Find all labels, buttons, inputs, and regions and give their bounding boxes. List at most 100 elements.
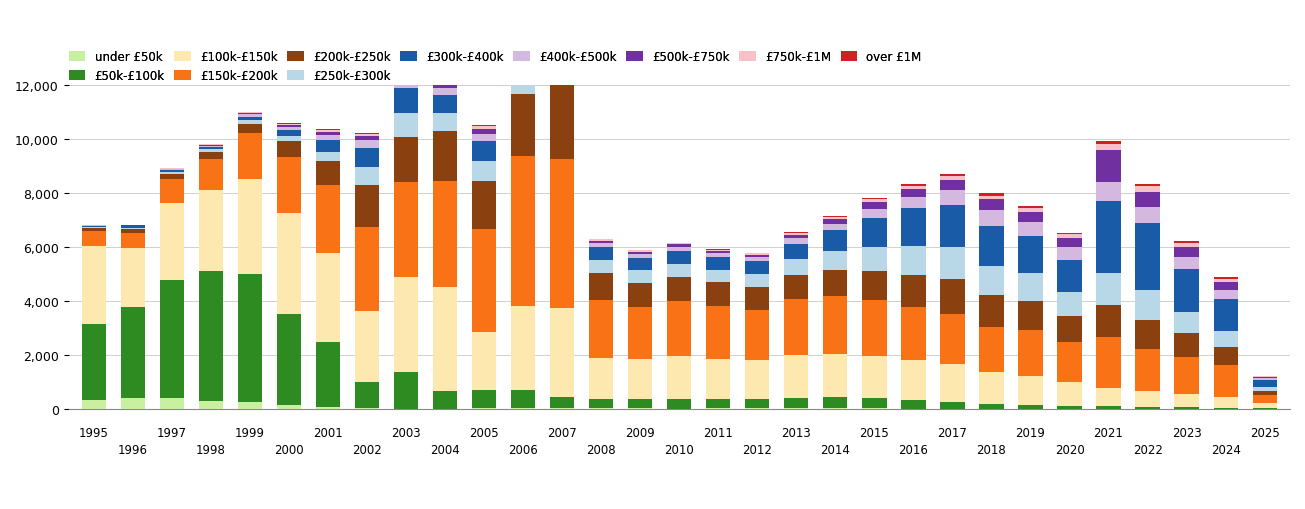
Bar bbox=[277, 142, 301, 158]
Bar bbox=[823, 408, 847, 410]
Bar bbox=[433, 96, 457, 114]
Bar bbox=[238, 113, 262, 114]
Text: 2018: 2018 bbox=[976, 443, 1006, 457]
Bar bbox=[355, 382, 380, 409]
Bar bbox=[902, 197, 925, 209]
Bar bbox=[1214, 365, 1237, 398]
Text: 2003: 2003 bbox=[392, 426, 422, 439]
Bar bbox=[198, 191, 223, 271]
Bar bbox=[198, 159, 223, 191]
Text: 2022: 2022 bbox=[1133, 443, 1163, 457]
Bar bbox=[316, 254, 341, 342]
Bar bbox=[628, 259, 652, 271]
Text: 2010: 2010 bbox=[664, 443, 694, 457]
Bar bbox=[82, 228, 106, 229]
Text: 2014: 2014 bbox=[821, 443, 851, 457]
Bar bbox=[1018, 274, 1043, 302]
Bar bbox=[589, 248, 613, 261]
Text: 2016: 2016 bbox=[899, 443, 928, 457]
Bar bbox=[902, 246, 925, 275]
Bar bbox=[355, 149, 380, 167]
Bar bbox=[941, 280, 964, 314]
Bar bbox=[1174, 270, 1199, 313]
Bar bbox=[1135, 291, 1160, 320]
Bar bbox=[979, 405, 1004, 409]
Bar bbox=[1018, 207, 1043, 209]
Bar bbox=[941, 180, 964, 191]
Bar bbox=[745, 409, 770, 410]
Bar bbox=[902, 185, 925, 186]
Bar bbox=[316, 136, 341, 141]
Text: 2012: 2012 bbox=[743, 443, 773, 457]
Bar bbox=[277, 125, 301, 126]
Bar bbox=[277, 130, 301, 137]
Bar bbox=[551, 6, 574, 42]
Bar bbox=[1214, 347, 1237, 365]
Bar bbox=[823, 220, 847, 224]
Bar bbox=[1096, 306, 1121, 337]
Bar bbox=[1096, 142, 1121, 145]
Bar bbox=[512, 390, 535, 408]
Bar bbox=[1018, 212, 1043, 222]
Bar bbox=[823, 297, 847, 355]
Text: 2001: 2001 bbox=[313, 426, 343, 439]
Bar bbox=[512, 157, 535, 306]
Bar bbox=[277, 128, 301, 130]
Bar bbox=[394, 74, 418, 79]
Bar bbox=[394, 183, 418, 277]
Bar bbox=[1096, 183, 1121, 202]
Bar bbox=[1214, 282, 1237, 291]
Bar bbox=[784, 239, 809, 244]
Bar bbox=[745, 255, 770, 258]
Bar bbox=[589, 358, 613, 399]
Bar bbox=[472, 390, 496, 408]
Bar bbox=[433, 391, 457, 409]
Bar bbox=[667, 409, 692, 410]
Bar bbox=[902, 360, 925, 400]
Bar bbox=[589, 409, 613, 410]
Bar bbox=[1057, 406, 1082, 409]
Bar bbox=[1214, 300, 1237, 331]
Bar bbox=[628, 251, 652, 252]
Bar bbox=[82, 324, 106, 400]
Bar bbox=[121, 398, 145, 410]
Bar bbox=[1018, 222, 1043, 237]
Bar bbox=[589, 261, 613, 273]
Bar bbox=[512, 38, 535, 47]
Bar bbox=[1096, 145, 1121, 151]
Bar bbox=[745, 360, 770, 399]
Bar bbox=[667, 245, 692, 247]
Bar bbox=[512, 27, 535, 31]
Bar bbox=[238, 180, 262, 274]
Bar bbox=[1135, 349, 1160, 391]
Bar bbox=[121, 233, 145, 249]
Bar bbox=[316, 130, 341, 131]
Bar bbox=[589, 300, 613, 358]
Bar bbox=[628, 307, 652, 359]
Bar bbox=[472, 127, 496, 129]
Bar bbox=[1253, 391, 1276, 395]
Bar bbox=[667, 264, 692, 277]
Bar bbox=[863, 398, 886, 408]
Bar bbox=[121, 227, 145, 228]
Bar bbox=[472, 129, 496, 135]
Bar bbox=[433, 83, 457, 85]
Bar bbox=[238, 125, 262, 134]
Bar bbox=[82, 400, 106, 410]
Bar bbox=[277, 213, 301, 314]
Bar bbox=[1057, 247, 1082, 261]
Bar bbox=[1135, 407, 1160, 409]
Bar bbox=[823, 231, 847, 252]
Bar bbox=[277, 158, 301, 213]
Bar bbox=[902, 409, 925, 410]
Bar bbox=[823, 355, 847, 397]
Text: 2011: 2011 bbox=[703, 426, 733, 439]
Bar bbox=[1135, 391, 1160, 407]
Bar bbox=[706, 250, 731, 251]
Bar bbox=[1214, 291, 1237, 300]
Bar bbox=[902, 275, 925, 307]
Bar bbox=[784, 299, 809, 356]
Bar bbox=[198, 271, 223, 401]
Bar bbox=[1018, 302, 1043, 331]
Bar bbox=[394, 137, 418, 183]
